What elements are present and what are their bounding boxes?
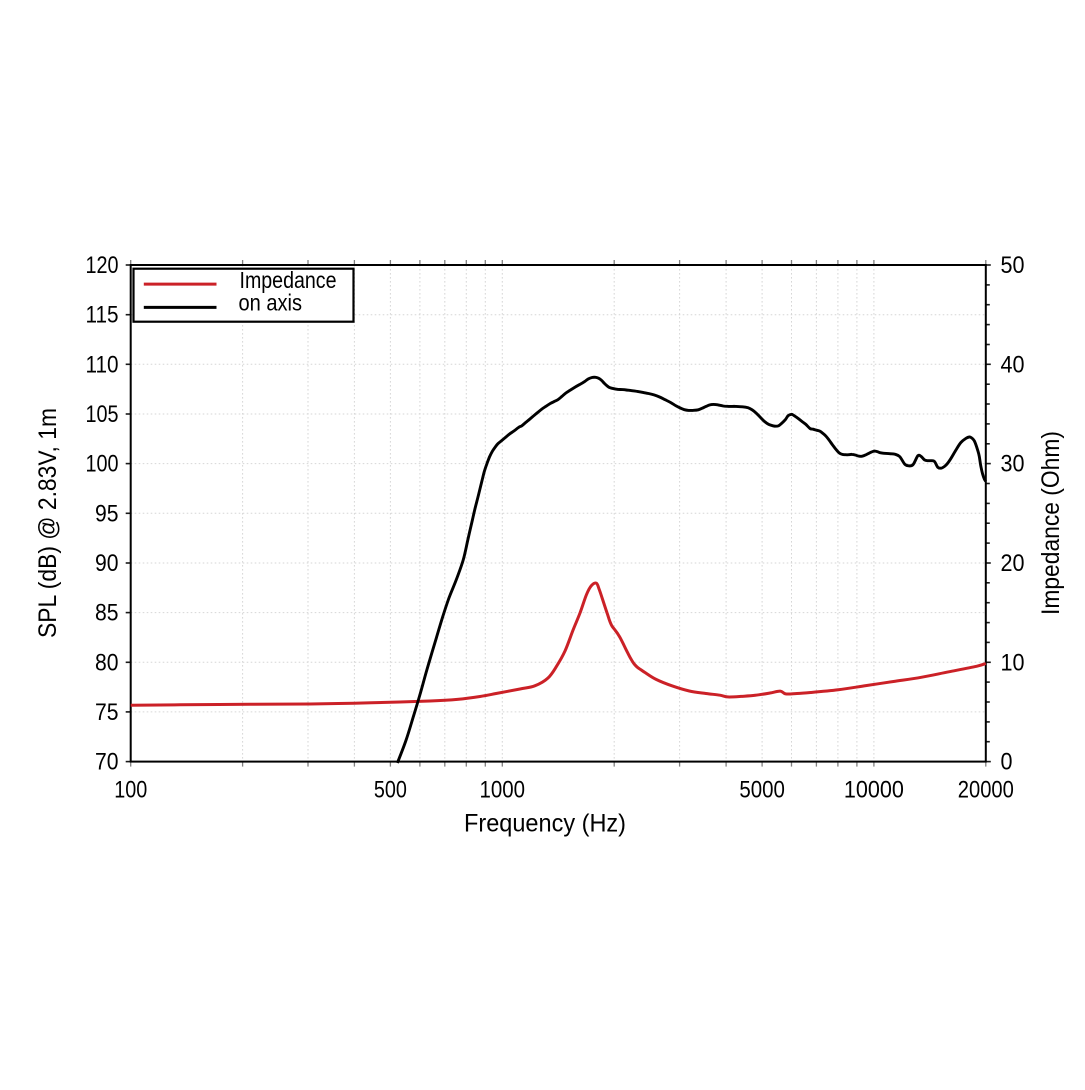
- svg-text:95: 95: [95, 500, 119, 527]
- svg-text:SPL (dB) @ 2.83V, 1m: SPL (dB) @ 2.83V, 1m: [34, 408, 62, 638]
- svg-text:120: 120: [86, 252, 119, 279]
- svg-text:10: 10: [1001, 649, 1025, 676]
- svg-text:5000: 5000: [739, 777, 785, 804]
- svg-text:75: 75: [95, 699, 119, 726]
- svg-text:30: 30: [1001, 451, 1025, 478]
- svg-text:100: 100: [114, 777, 147, 804]
- svg-text:Frequency (Hz): Frequency (Hz): [464, 810, 626, 838]
- svg-text:20: 20: [1001, 550, 1025, 577]
- svg-text:80: 80: [95, 649, 119, 676]
- svg-text:10000: 10000: [844, 777, 904, 804]
- svg-text:Impedance: Impedance: [240, 267, 337, 293]
- svg-text:Impedance (Ohm): Impedance (Ohm): [1037, 431, 1065, 615]
- svg-text:100: 100: [86, 451, 119, 478]
- svg-text:20000: 20000: [958, 777, 1014, 804]
- svg-text:105: 105: [86, 401, 119, 428]
- svg-text:on axis: on axis: [239, 290, 303, 316]
- svg-text:110: 110: [86, 351, 119, 378]
- svg-text:115: 115: [86, 302, 119, 329]
- svg-text:90: 90: [95, 550, 119, 577]
- svg-text:70: 70: [95, 749, 119, 776]
- svg-text:40: 40: [1001, 351, 1025, 378]
- svg-text:85: 85: [95, 600, 119, 627]
- svg-text:1000: 1000: [480, 777, 526, 804]
- svg-text:500: 500: [374, 777, 407, 804]
- svg-text:50: 50: [1001, 252, 1025, 279]
- svg-text:0: 0: [1001, 749, 1013, 776]
